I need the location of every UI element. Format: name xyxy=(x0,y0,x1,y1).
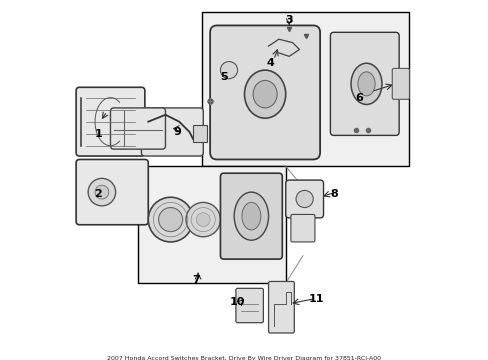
Bar xyxy=(138,166,285,283)
Circle shape xyxy=(186,202,220,237)
FancyBboxPatch shape xyxy=(330,32,398,135)
FancyBboxPatch shape xyxy=(76,87,144,156)
Text: 2: 2 xyxy=(94,189,102,199)
Text: 5: 5 xyxy=(220,72,227,82)
FancyBboxPatch shape xyxy=(290,215,314,242)
Text: 9: 9 xyxy=(173,127,181,137)
Ellipse shape xyxy=(244,70,285,118)
Text: 11: 11 xyxy=(308,294,324,303)
FancyBboxPatch shape xyxy=(235,288,263,323)
Bar xyxy=(201,12,408,166)
Bar xyxy=(193,125,206,142)
Text: 6: 6 xyxy=(355,93,363,103)
Ellipse shape xyxy=(357,72,374,96)
FancyBboxPatch shape xyxy=(210,26,320,159)
FancyBboxPatch shape xyxy=(110,108,165,149)
Text: 4: 4 xyxy=(266,58,274,68)
Ellipse shape xyxy=(253,80,277,108)
Circle shape xyxy=(196,213,210,226)
Circle shape xyxy=(148,197,193,242)
Text: 1: 1 xyxy=(94,129,102,139)
FancyBboxPatch shape xyxy=(76,159,148,225)
Circle shape xyxy=(220,62,237,79)
Text: 7: 7 xyxy=(192,275,200,285)
FancyBboxPatch shape xyxy=(391,68,408,99)
Text: 8: 8 xyxy=(329,189,337,199)
Circle shape xyxy=(88,178,115,206)
FancyBboxPatch shape xyxy=(141,108,203,156)
Ellipse shape xyxy=(350,63,381,104)
FancyBboxPatch shape xyxy=(220,173,282,259)
Text: 3: 3 xyxy=(285,15,292,25)
Text: 10: 10 xyxy=(229,297,245,307)
Text: 2007 Honda Accord Switches Bracket, Drive By Wire Driver Diagram for 37851-RCJ-A: 2007 Honda Accord Switches Bracket, Driv… xyxy=(107,356,381,360)
Circle shape xyxy=(295,190,313,208)
FancyBboxPatch shape xyxy=(285,180,323,218)
Circle shape xyxy=(95,185,108,199)
Ellipse shape xyxy=(242,202,260,230)
Ellipse shape xyxy=(234,192,268,240)
Circle shape xyxy=(158,208,183,231)
FancyBboxPatch shape xyxy=(268,282,294,333)
